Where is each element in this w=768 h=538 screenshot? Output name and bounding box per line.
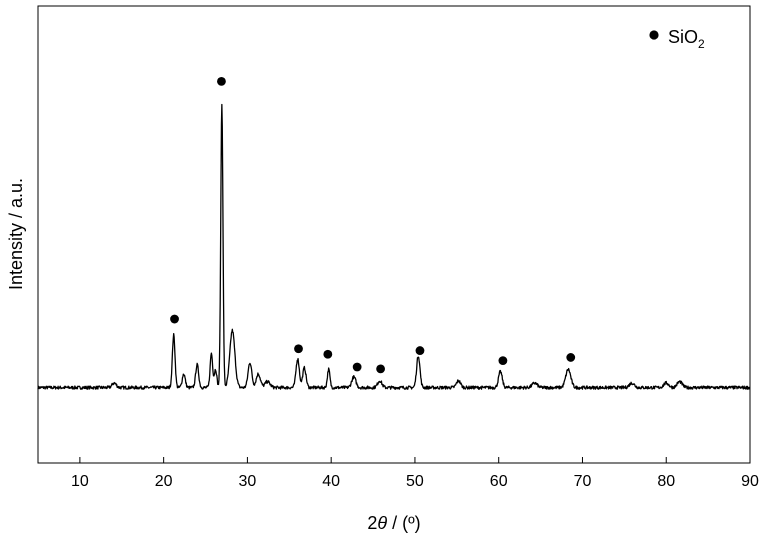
sio2-marker (352, 362, 362, 372)
legend-label-sio2: SiO2 (668, 27, 705, 51)
x-tick-label: 10 (71, 473, 89, 490)
sio2-marker (217, 77, 226, 86)
sio2-marker (376, 364, 385, 374)
sio2-marker (498, 356, 508, 366)
x-tick-label: 40 (322, 473, 340, 490)
sio2-marker (566, 353, 576, 362)
sio2-marker (323, 349, 333, 359)
sio2-marker (170, 314, 179, 324)
legend-marker-sio2 (649, 30, 659, 40)
sio2-marker (294, 344, 303, 354)
xrd-pattern-line (37, 103, 751, 390)
x-axis-label: 2θ / (º) (367, 513, 420, 533)
sio2-peak-markers (170, 77, 576, 374)
legend: SiO2 (649, 27, 705, 51)
x-tick-label: 80 (657, 473, 675, 490)
x-tick-label: 50 (406, 473, 424, 490)
x-tick-label: 30 (239, 473, 257, 490)
x-tick-label: 20 (155, 473, 173, 490)
x-axis-ticks: 10 20 30 40 50 60 70 80 90 (71, 457, 759, 490)
plot-frame (37, 5, 751, 464)
x-axis-label-theta: θ (377, 513, 387, 533)
x-tick-label: 70 (574, 473, 592, 490)
x-tick-label: 90 (741, 473, 759, 490)
x-tick-label: 60 (490, 473, 508, 490)
legend-label-subscript: 2 (698, 37, 705, 51)
y-axis-label: Intensity / a.u. (6, 178, 26, 290)
sio2-marker (415, 346, 425, 355)
